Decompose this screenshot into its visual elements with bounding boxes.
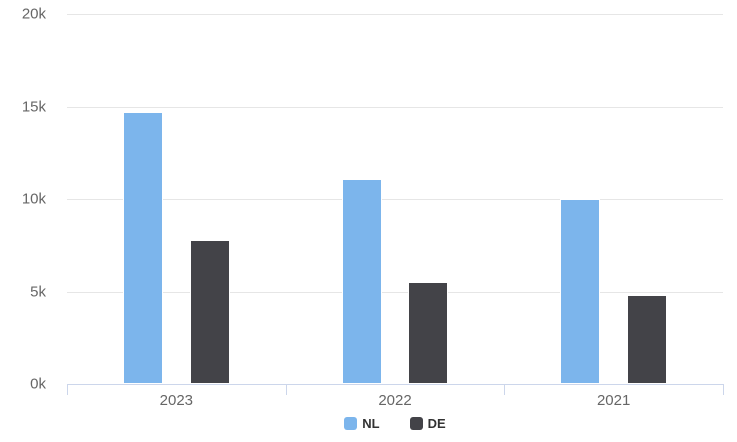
- x-axis-label-2023: 2023: [159, 392, 194, 409]
- bar-de-2021[interactable]: [626, 295, 667, 384]
- plot-area: [67, 14, 723, 385]
- legend-swatch-nl: [344, 417, 358, 430]
- legend-label-nl: NL: [362, 416, 380, 431]
- y-axis-label-0k: 0k: [30, 375, 46, 393]
- y-axis-label-20k: 20k: [21, 5, 46, 23]
- x-axis-label-2021: 2021: [596, 392, 631, 409]
- y-axis-label-5k: 5k: [30, 283, 46, 300]
- x-axis-tick: [504, 384, 506, 395]
- bar-nl-2022[interactable]: [341, 178, 382, 384]
- gridline-15k: [67, 106, 723, 108]
- gridline-5k: [67, 291, 723, 293]
- legend-item-nl[interactable]: NL: [344, 416, 380, 431]
- bar-nl-2023[interactable]: [123, 112, 164, 384]
- bar-de-2022[interactable]: [408, 282, 449, 384]
- legend: NL DE: [67, 416, 723, 431]
- x-axis-tick: [285, 384, 287, 395]
- x-axis-tick: [67, 384, 68, 395]
- legend-label-de: DE: [427, 416, 446, 431]
- legend-item-de[interactable]: DE: [409, 416, 446, 431]
- bar-nl-2021[interactable]: [560, 199, 601, 384]
- x-axis-label-2022: 2022: [378, 392, 412, 409]
- bar-de-2023[interactable]: [189, 239, 230, 384]
- y-axis-label-15k: 15k: [21, 98, 46, 115]
- x-axis-line: [67, 384, 724, 385]
- x-axis-tick: [723, 384, 724, 395]
- legend-swatch-de: [409, 417, 423, 430]
- gridline-10k: [67, 199, 723, 200]
- gridline-20k: [67, 14, 723, 15]
- y-axis-label-10k: 10k: [21, 190, 46, 208]
